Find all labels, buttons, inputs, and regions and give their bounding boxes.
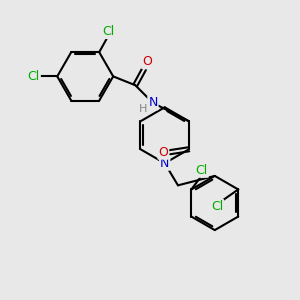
Text: H: H (139, 104, 147, 114)
Text: N: N (148, 96, 158, 110)
Text: O: O (158, 146, 168, 159)
Text: N: N (160, 157, 169, 170)
Text: Cl: Cl (102, 25, 114, 38)
Text: Cl: Cl (211, 200, 223, 213)
Text: Cl: Cl (28, 70, 40, 83)
Text: Cl: Cl (196, 164, 208, 177)
Text: O: O (142, 55, 152, 68)
